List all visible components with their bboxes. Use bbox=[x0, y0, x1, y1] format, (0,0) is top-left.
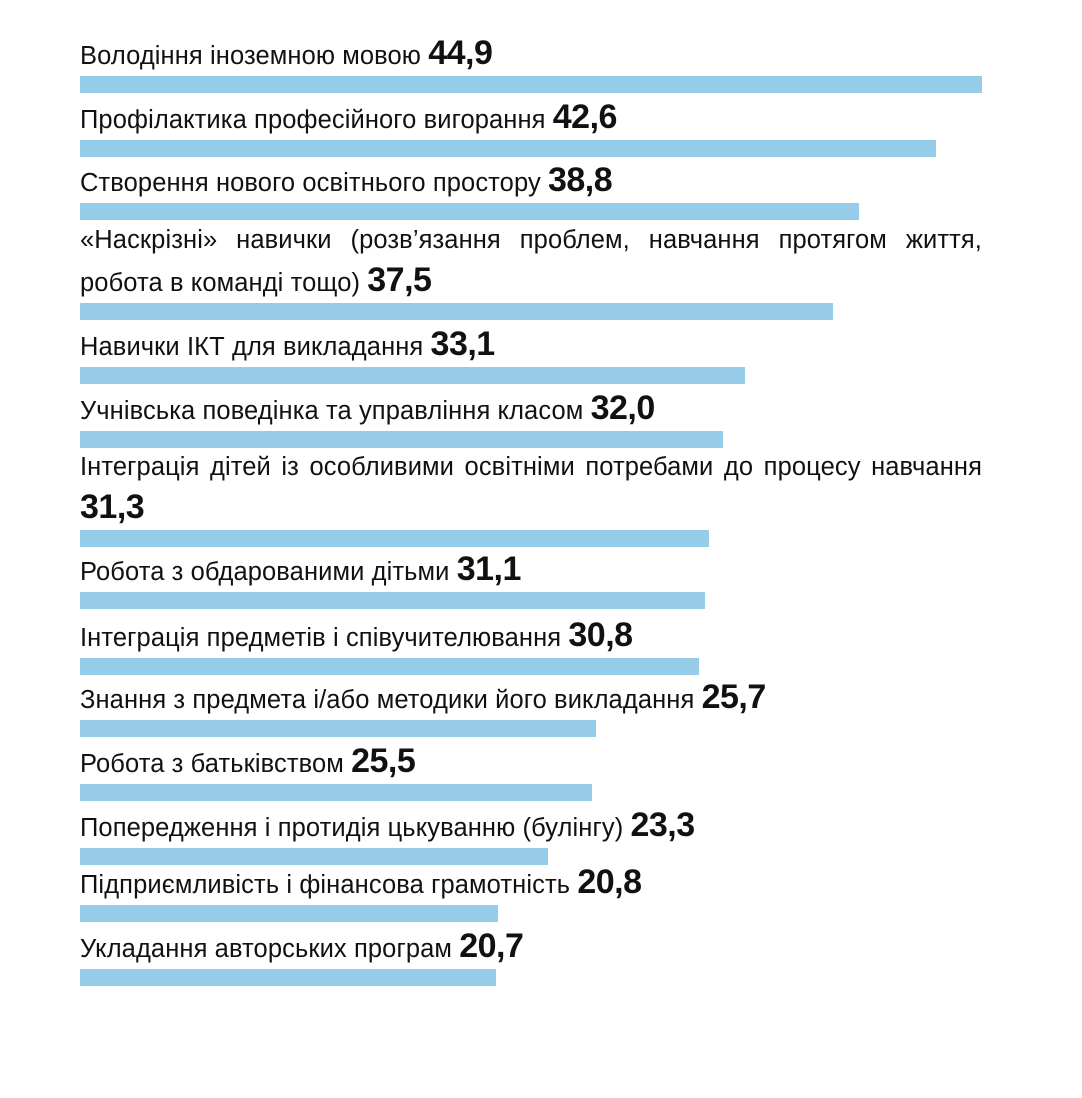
bar-row: Профілактика професійного вигорання 42,6 bbox=[80, 0, 982, 157]
category-label: Робота з обдарованими дітьми 31,1 bbox=[80, 549, 982, 592]
category-label: Підприємливість і фінансова грамотність … bbox=[80, 862, 982, 905]
category-text: «Наскрізні» навички (розв’язання проблем… bbox=[80, 226, 982, 297]
category-label: Створення нового освітнього простору 38,… bbox=[80, 160, 982, 203]
bar-row: Робота з батьківством 25,5 bbox=[80, 0, 982, 801]
bar-row: Укладання авторських програм 20,7 bbox=[80, 0, 982, 986]
value-label: 33,1 bbox=[430, 325, 496, 363]
value-label: 23,3 bbox=[630, 806, 695, 844]
category-text: Створення нового освітнього простору bbox=[80, 169, 548, 197]
bar bbox=[80, 367, 745, 384]
value-label: 37,5 bbox=[367, 261, 432, 299]
bar bbox=[80, 592, 705, 609]
bar-row: Попередження і протидія цькуванню (булін… bbox=[80, 0, 982, 865]
category-text: Попередження і протидія цькуванню (булін… bbox=[80, 814, 631, 842]
bar-chart: Володіння іноземною мовою 44,9 Профілакти… bbox=[80, 0, 982, 1098]
category-text: Інтеграція дітей із особливими освітніми… bbox=[80, 453, 982, 481]
category-label: Профілактика професійного вигорання 42,6 bbox=[80, 97, 982, 140]
category-label: Укладання авторських програм 20,7 bbox=[80, 926, 982, 969]
value-label: 42,6 bbox=[552, 98, 618, 136]
bar bbox=[80, 140, 936, 157]
bar bbox=[80, 848, 548, 865]
bar-row: Інтеграція предметів і співучителювання … bbox=[80, 0, 982, 675]
value-label: 32,0 bbox=[590, 389, 656, 427]
bar-row: Створення нового освітнього простору 38,… bbox=[80, 0, 982, 220]
value-label: 20,8 bbox=[577, 863, 642, 901]
bar bbox=[80, 784, 592, 801]
value-label: 25,7 bbox=[701, 678, 767, 716]
bar bbox=[80, 530, 709, 547]
category-label: Учнівська поведінка та управління класом… bbox=[80, 388, 982, 431]
bar bbox=[80, 431, 723, 448]
bar bbox=[80, 658, 699, 675]
category-text: Інтеграція предметів і співучителювання bbox=[80, 624, 569, 652]
category-text: Знання з предмета і/або методики його ви… bbox=[80, 686, 702, 714]
category-text: Профілактика професійного вигорання bbox=[80, 106, 553, 134]
category-label: Знання з предмета і/або методики його ви… bbox=[80, 677, 982, 720]
category-text: Володіння іноземною мовою bbox=[80, 42, 429, 70]
category-text: Робота з обдарованими дітьми bbox=[80, 558, 457, 586]
category-text: Навички ІКТ для викладання bbox=[80, 333, 431, 361]
bar bbox=[80, 969, 496, 986]
category-label: Володіння іноземною мовою 44,9 bbox=[80, 33, 982, 76]
category-label: Інтеграція предметів і співучителювання … bbox=[80, 615, 982, 658]
category-label: Робота з батьківством 25,5 bbox=[80, 741, 982, 784]
value-label: 31,1 bbox=[456, 550, 522, 588]
bar bbox=[80, 76, 982, 93]
value-label: 31,3 bbox=[80, 488, 145, 526]
bar-row: Навички ІКТ для викладання 33,1 bbox=[80, 0, 982, 384]
bar-row: Володіння іноземною мовою 44,9 bbox=[80, 0, 982, 93]
bar-row: Інтеграція дітей із особливими освітніми… bbox=[80, 0, 982, 547]
category-text: Учнівська поведінка та управління класом bbox=[80, 397, 591, 425]
category-label: Інтеграція дітей із особливими освітніми… bbox=[80, 447, 982, 530]
value-label: 30,8 bbox=[568, 616, 633, 654]
bar bbox=[80, 720, 596, 737]
category-text: Підприємливість і фінансова грамотність bbox=[80, 871, 578, 899]
category-text: Робота з батьківством bbox=[80, 750, 352, 778]
bar-row: «Наскрізні» навички (розв’язання проблем… bbox=[80, 0, 982, 320]
bar-row: Підприємливість і фінансова грамотність … bbox=[80, 0, 982, 922]
bar bbox=[80, 203, 859, 220]
bar-row: Знання з предмета і/або методики його ви… bbox=[80, 0, 982, 737]
value-label: 20,7 bbox=[459, 927, 524, 965]
bar-row: Учнівська поведінка та управління класом… bbox=[80, 0, 982, 448]
category-label: «Наскрізні» навички (розв’язання проблем… bbox=[80, 220, 982, 303]
value-label: 44,9 bbox=[428, 34, 493, 72]
value-label: 38,8 bbox=[547, 161, 613, 199]
category-label: Попередження і протидія цькуванню (булін… bbox=[80, 805, 982, 848]
bar bbox=[80, 905, 498, 922]
category-text: Укладання авторських програм bbox=[80, 935, 460, 963]
value-label: 25,5 bbox=[351, 742, 416, 780]
bar-row: Робота з обдарованими дітьми 31,1 bbox=[80, 0, 982, 609]
category-label: Навички ІКТ для викладання 33,1 bbox=[80, 324, 982, 367]
bar bbox=[80, 303, 833, 320]
